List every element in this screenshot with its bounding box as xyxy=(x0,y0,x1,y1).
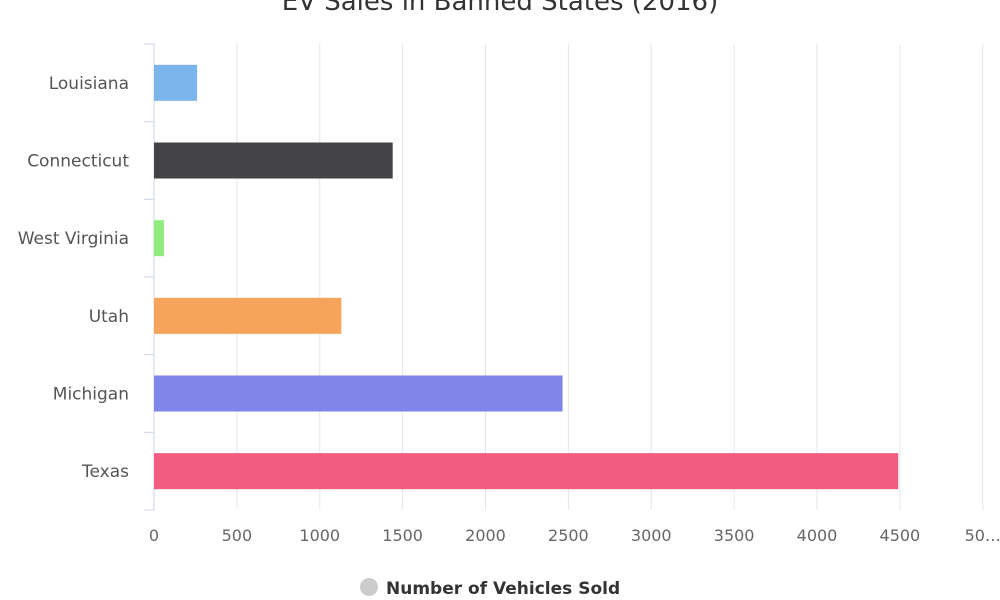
bar-west-virginia[interactable] xyxy=(154,220,164,257)
category-label: Louisiana xyxy=(49,74,129,94)
bar-utah[interactable] xyxy=(154,297,342,334)
x-tick-label: 1000 xyxy=(299,526,340,545)
x-tick-label: 2000 xyxy=(465,526,506,545)
bars xyxy=(154,64,899,490)
legend-label[interactable]: Number of Vehicles Sold xyxy=(386,579,620,599)
x-tick-label: 3500 xyxy=(714,526,755,545)
chart-title: EV Sales in Banned States (2016) xyxy=(282,0,719,17)
bar-texas[interactable] xyxy=(154,453,899,490)
x-tick-label: 50… xyxy=(965,526,1000,545)
x-tick-label: 0 xyxy=(149,526,159,545)
category-label: Connecticut xyxy=(27,152,129,172)
x-tick-label: 500 xyxy=(222,526,253,545)
grid-lines xyxy=(236,44,984,510)
x-tick-label: 4500 xyxy=(880,526,921,545)
category-label: West Virginia xyxy=(18,229,129,249)
x-tick-label: 2500 xyxy=(548,526,589,545)
value-axis-ticks: 0 500 1000 1500 2000 2500 3000 3500 4000 4500 50… xyxy=(149,526,1000,545)
bar-michigan[interactable] xyxy=(154,375,563,412)
bar-connecticut[interactable] xyxy=(154,142,393,179)
x-tick-label: 4000 xyxy=(797,526,838,545)
x-tick-label: 3000 xyxy=(631,526,672,545)
category-label: Michigan xyxy=(53,385,129,405)
category-axis xyxy=(144,43,155,511)
category-label: Utah xyxy=(89,307,129,327)
legend[interactable]: Number of Vehicles Sold xyxy=(360,578,620,599)
bar-louisiana[interactable] xyxy=(154,64,198,101)
legend-marker-icon[interactable] xyxy=(360,578,378,596)
category-labels: Louisiana Connecticut West Virginia Utah Mic… xyxy=(18,74,130,482)
category-label: Texas xyxy=(81,462,129,482)
x-tick-label: 1500 xyxy=(382,526,423,545)
